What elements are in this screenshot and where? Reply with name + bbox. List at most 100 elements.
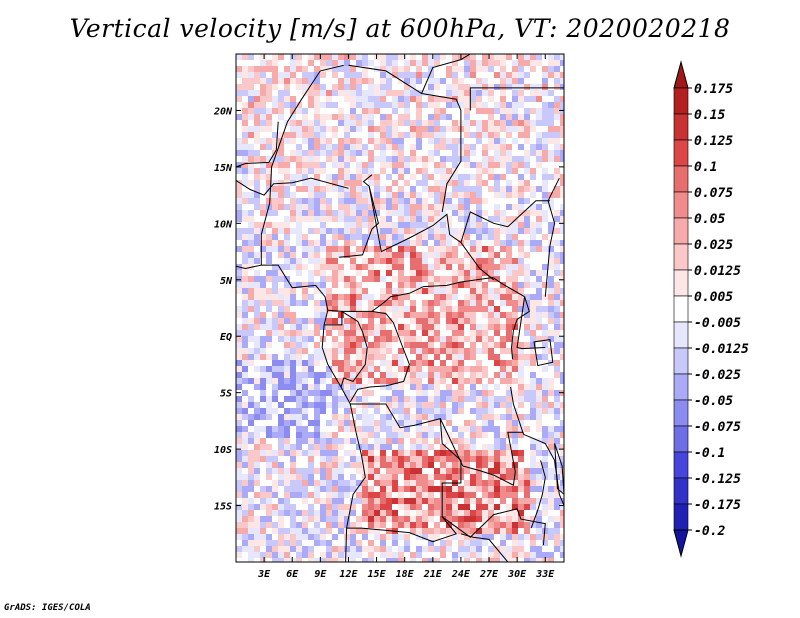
field-cell <box>320 150 326 156</box>
field-cell <box>386 534 392 540</box>
field-cell <box>332 198 338 204</box>
field-cell <box>554 120 560 126</box>
field-cell <box>464 138 470 144</box>
field-cell <box>236 300 242 306</box>
field-cell <box>368 60 374 66</box>
field-cell <box>356 186 362 192</box>
field-cell <box>248 240 254 246</box>
field-cell <box>260 306 266 312</box>
field-cell <box>320 432 326 438</box>
field-cell <box>260 372 266 378</box>
field-cell <box>440 222 446 228</box>
field-cell <box>536 324 542 330</box>
field-cell <box>416 498 422 504</box>
field-cell <box>536 426 542 432</box>
field-cell <box>506 162 512 168</box>
field-cell <box>554 450 560 456</box>
field-cell <box>518 168 524 174</box>
field-cell <box>524 318 530 324</box>
field-cell <box>560 420 564 426</box>
field-cell <box>398 450 404 456</box>
field-cell <box>488 168 494 174</box>
field-cell <box>512 168 518 174</box>
field-cell <box>314 180 320 186</box>
field-cell <box>476 270 482 276</box>
field-cell <box>458 186 464 192</box>
field-cell <box>392 180 398 186</box>
field-cell <box>434 438 440 444</box>
field-cell <box>368 210 374 216</box>
field-cell <box>314 420 320 426</box>
field-cell <box>554 366 560 372</box>
field-cell <box>416 438 422 444</box>
field-cell <box>476 180 482 186</box>
field-cell <box>536 108 542 114</box>
field-cell <box>548 552 554 558</box>
field-cell <box>296 246 302 252</box>
field-cell <box>476 258 482 264</box>
field-cell <box>278 456 284 462</box>
field-cell <box>314 510 320 516</box>
field-cell <box>266 510 272 516</box>
field-cell <box>404 300 410 306</box>
field-cell <box>368 528 374 534</box>
field-cell <box>554 438 560 444</box>
field-cell <box>422 330 428 336</box>
field-cell <box>506 150 512 156</box>
field-cell <box>440 558 446 562</box>
field-cell <box>308 108 314 114</box>
field-cell <box>236 186 242 192</box>
field-cell <box>374 72 380 78</box>
field-cell <box>266 534 272 540</box>
field-cell <box>470 324 476 330</box>
field-cell <box>428 264 434 270</box>
field-cell <box>290 84 296 90</box>
field-cell <box>356 384 362 390</box>
field-cell <box>530 432 536 438</box>
field-cell <box>314 378 320 384</box>
field-cell <box>362 282 368 288</box>
field-cell <box>356 120 362 126</box>
field-cell <box>248 498 254 504</box>
field-cell <box>440 390 446 396</box>
field-cell <box>374 60 380 66</box>
field-cell <box>302 222 308 228</box>
field-cell <box>374 480 380 486</box>
field-cell <box>248 204 254 210</box>
field-cell <box>440 306 446 312</box>
field-cell <box>302 546 308 552</box>
field-cell <box>248 132 254 138</box>
field-cell <box>374 396 380 402</box>
field-cell <box>560 480 564 486</box>
field-cell <box>476 138 482 144</box>
field-cell <box>368 426 374 432</box>
field-cell <box>386 498 392 504</box>
field-cell <box>308 462 314 468</box>
field-cell <box>518 432 524 438</box>
field-cell <box>296 318 302 324</box>
field-cell <box>350 396 356 402</box>
field-cell <box>356 558 362 562</box>
field-cell <box>440 426 446 432</box>
field-cell <box>236 522 242 528</box>
field-cell <box>482 306 488 312</box>
field-cell <box>464 390 470 396</box>
field-cell <box>440 66 446 72</box>
field-cell <box>236 240 242 246</box>
field-cell <box>344 324 350 330</box>
field-cell <box>560 528 564 534</box>
field-cell <box>272 246 278 252</box>
field-cell <box>392 552 398 558</box>
field-cell <box>524 366 530 372</box>
field-cell <box>422 324 428 330</box>
field-cell <box>380 234 386 240</box>
field-cell <box>314 168 320 174</box>
field-cell <box>434 360 440 366</box>
field-cell <box>362 300 368 306</box>
field-cell <box>494 402 500 408</box>
field-cell <box>530 558 536 562</box>
field-cell <box>542 348 548 354</box>
field-cell <box>338 120 344 126</box>
field-cell <box>284 408 290 414</box>
field-cell <box>506 90 512 96</box>
